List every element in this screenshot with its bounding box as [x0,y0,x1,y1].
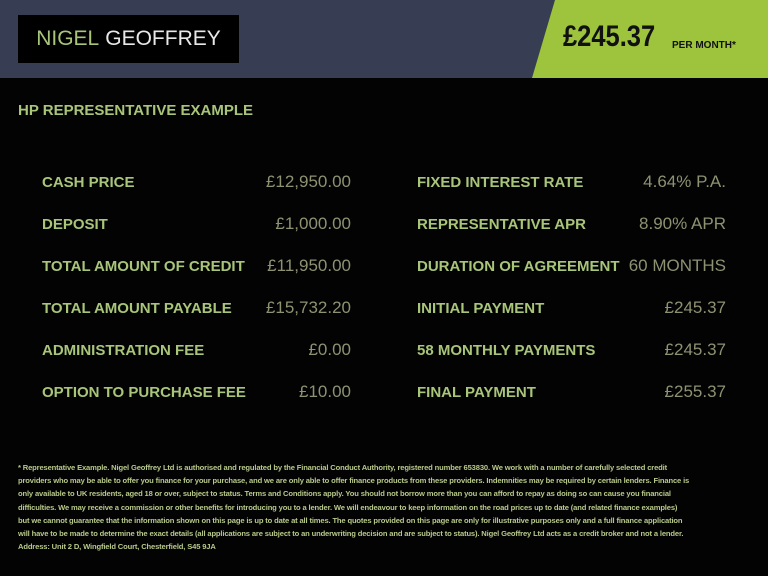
finance-row: TOTAL AMOUNT OF CREDIT £11,950.00 [42,256,351,278]
finance-row: REPRESENTATIVE APR 8.90% APR [417,214,726,236]
logo[interactable]: NIGEL GEOFFREY [18,15,239,63]
finance-row: ADMINISTRATION FEE £0.00 [42,340,351,362]
finance-row: 58 MONTHLY PAYMENTS £245.37 [417,340,726,362]
finance-row: DURATION OF AGREEMENT 60 MONTHS [417,256,726,278]
finance-value: £245.37 [664,298,726,317]
finance-label: FINAL PAYMENT [417,384,536,401]
finance-value: £0.00 [308,340,351,359]
finance-value: £1,000.00 [275,214,351,233]
finance-label: FIXED INTEREST RATE [417,174,584,191]
finance-row: FIXED INTEREST RATE 4.64% P.A. [417,172,726,194]
finance-row: CASH PRICE £12,950.00 [42,172,351,194]
finance-label: TOTAL AMOUNT PAYABLE [42,300,232,317]
price-banner [532,0,768,78]
finance-label: DEPOSIT [42,216,108,233]
finance-label: 58 MONTHLY PAYMENTS [417,342,596,359]
finance-label: TOTAL AMOUNT OF CREDIT [42,258,245,275]
finance-row: FINAL PAYMENT £255.37 [417,382,726,404]
finance-label: DURATION OF AGREEMENT [417,258,620,275]
finance-label: ADMINISTRATION FEE [42,342,205,359]
finance-row: INITIAL PAYMENT £245.37 [417,298,726,320]
finance-value: £245.37 [664,340,726,359]
footnote: * Representative Example. Nigel Geoffrey… [18,463,690,552]
finance-row: TOTAL AMOUNT PAYABLE £15,732.20 [42,298,351,320]
finance-value: £12,950.00 [265,172,351,191]
finance-value: £11,950.00 [267,256,351,275]
logo-text-nigel: NIGEL [36,27,100,50]
finance-value: £10.00 [299,382,351,401]
finance-value: £15,732.20 [265,298,351,317]
finance-label: CASH PRICE [42,174,135,191]
monthly-price: £245.37 [563,20,656,53]
finance-value: 60 MONTHS [628,256,726,275]
per-month-label: PER MONTH* [672,40,736,51]
finance-label: REPRESENTATIVE APR [417,216,586,233]
finance-value: 8.90% APR [639,214,726,233]
logo-text-geoffrey: GEOFFREY [105,27,221,50]
finance-row: DEPOSIT £1,000.00 [42,214,351,236]
finance-value: 4.64% P.A. [643,172,726,191]
finance-label: OPTION TO PURCHASE FEE [42,384,246,401]
finance-label: INITIAL PAYMENT [417,300,545,317]
finance-value: £255.37 [664,382,726,401]
section-title: HP REPRESENTATIVE EXAMPLE [18,102,254,119]
finance-row: OPTION TO PURCHASE FEE £10.00 [42,382,351,404]
